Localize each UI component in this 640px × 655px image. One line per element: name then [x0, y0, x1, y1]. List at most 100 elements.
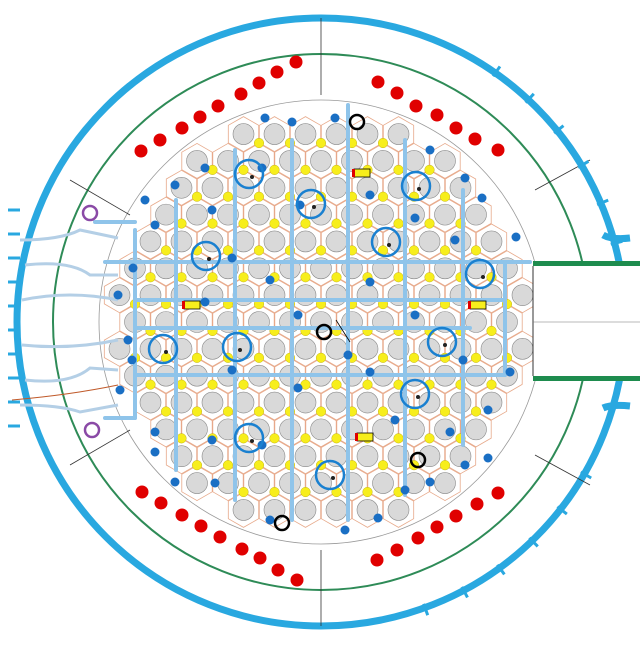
- side-port-flange-bottom: [601, 401, 631, 412]
- instrument-ring-center: [238, 348, 242, 352]
- grey-fuel-element: [294, 176, 317, 199]
- grey-fuel-element: [356, 284, 379, 306]
- yellow-pin: [269, 487, 280, 498]
- blue-control-dot: [227, 253, 237, 263]
- lattice-hex-cell: [351, 169, 384, 206]
- blue-control-dot: [150, 427, 160, 437]
- lattice-hex-cell: [196, 384, 229, 421]
- lattice-hex-cell: [382, 116, 415, 153]
- lattice-hex-cell: [165, 277, 198, 314]
- yellow-pin: [269, 164, 280, 175]
- lattice-hex-cell: [258, 277, 291, 314]
- lattice-hex-cell: [196, 277, 229, 314]
- lattice-hex-cell: [243, 465, 275, 502]
- grey-fuel-element: [449, 176, 472, 199]
- yellow-pin: [424, 272, 435, 283]
- lattice-hex-cell: [444, 169, 477, 206]
- capsule-end-cap: [182, 301, 185, 309]
- lattice-hex-cell: [382, 491, 415, 528]
- instrument-ring-marker: [426, 326, 458, 358]
- lattice-hex-cell: [150, 357, 182, 394]
- yellow-pin: [238, 272, 249, 283]
- blue-control-dot: [330, 113, 340, 123]
- lattice-hex-cell: [227, 116, 260, 153]
- yellow-pin: [409, 245, 420, 256]
- vessel-tick-right: [556, 505, 568, 516]
- yellow-pin: [145, 379, 156, 390]
- capsule-end-cap: [468, 301, 471, 309]
- grey-fuel-element: [325, 391, 348, 414]
- grey-fuel-element: [155, 203, 177, 226]
- lattice-hex-cell: [398, 250, 430, 287]
- lattice-hex-cell: [460, 357, 492, 394]
- yellow-pin: [440, 460, 451, 471]
- red-reflector-dot: [153, 133, 167, 147]
- instrument-ring-marker: [295, 188, 327, 220]
- lattice-hex-cell: [305, 142, 337, 179]
- red-reflector-dot: [409, 99, 423, 113]
- red-reflector-dot: [193, 110, 207, 124]
- yellow-pin: [238, 218, 249, 229]
- lattice-hex-cell: [181, 357, 213, 394]
- yellow-pin: [362, 379, 373, 390]
- yellow-pin: [253, 352, 264, 363]
- lattice-hex-cell: [181, 304, 213, 340]
- yellow-pin: [440, 191, 451, 202]
- instrument-ring-marker: [190, 240, 222, 272]
- grey-fuel-element: [356, 499, 379, 521]
- blue-control-dot: [207, 435, 217, 445]
- lattice-hex-cell: [320, 277, 353, 314]
- blue-control-dot: [150, 447, 160, 457]
- instrument-ring-marker: [233, 158, 265, 190]
- blue-control-dot: [140, 195, 150, 205]
- red-reflector-dot: [491, 143, 505, 157]
- red-reflector-dot: [470, 497, 484, 511]
- grey-fuel-element: [465, 418, 487, 441]
- yellow-pin: [222, 460, 233, 471]
- grey-fuel-element: [139, 230, 162, 253]
- yellow-pin: [160, 245, 171, 256]
- yellow-pin: [300, 164, 311, 175]
- blue-control-dot: [200, 163, 210, 173]
- red-reflector-dot: [290, 573, 304, 587]
- blue-control-dot: [511, 232, 521, 242]
- red-dots: [134, 55, 505, 587]
- grey-fuel-element: [294, 230, 317, 253]
- lattice-hex-cell: [165, 330, 198, 367]
- yellow-pin: [191, 191, 202, 202]
- blue-control-dot: [458, 355, 468, 365]
- blue-control-dot: [227, 365, 237, 375]
- lattice-hex-cell: [398, 465, 430, 502]
- red-reflector-dot: [253, 551, 267, 565]
- blue-control-dot: [123, 335, 133, 345]
- grey-fuel-element: [139, 284, 162, 306]
- yellow-pin: [331, 433, 342, 444]
- grey-fuel-element: [232, 499, 255, 521]
- lattice-hex-cell: [429, 196, 461, 233]
- lattice-hex-cell: [243, 196, 275, 233]
- yellow-pin: [362, 487, 373, 498]
- lattice-hex-cell: [320, 169, 353, 206]
- grey-fuel-element: [372, 150, 394, 172]
- instrument-ring-marker: [464, 258, 496, 290]
- yellow-pin: [176, 433, 187, 444]
- grey-fuel-element: [325, 176, 348, 199]
- lattice-hex-cell: [351, 116, 384, 153]
- lattice-hex-cell: [212, 250, 244, 287]
- red-reflector-dot: [430, 108, 444, 122]
- grey-fuel-element: [263, 123, 286, 145]
- side-port-flange-top: [601, 231, 631, 243]
- grey-fuel-element: [310, 418, 332, 441]
- grey-fuel-element: [201, 391, 224, 414]
- yellow-pin: [191, 352, 202, 363]
- yellow-pin: [424, 218, 435, 229]
- side-port-body: [533, 262, 640, 380]
- inlet-pipe-2: [21, 293, 119, 302]
- red-reflector-dot: [135, 485, 149, 499]
- blue-control-dot: [460, 173, 470, 183]
- lattice-hex-cell: [398, 304, 430, 340]
- blue-control-dot: [170, 477, 180, 487]
- vessel-tick-right: [460, 586, 469, 599]
- capsule-component: [353, 168, 371, 178]
- vessel-tick-right: [496, 563, 506, 576]
